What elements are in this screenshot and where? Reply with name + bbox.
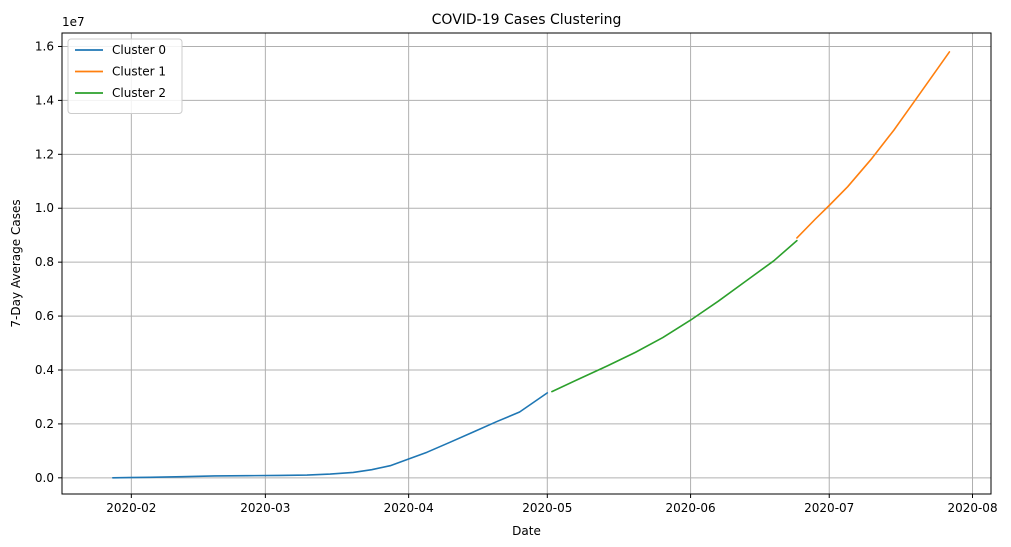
y-tick-label: 0.4	[35, 363, 54, 377]
series-line-cluster-1	[796, 51, 951, 239]
x-axis: 2020-02 2020-03 2020-04 2020-05 2020-06 2020-…	[106, 494, 998, 515]
y-tick-label: 0.8	[35, 255, 54, 269]
y-axis: 0.0 0.2 0.4 0.6 0.8 1.0 1.2 1.4 1.6	[35, 39, 62, 485]
series-line-cluster-0	[112, 392, 549, 479]
y-tick-label: 1.6	[35, 39, 54, 53]
y-tick-label: 0.2	[35, 417, 54, 431]
x-tick-label: 2020-04	[384, 501, 434, 515]
x-tick-label: 2020-07	[804, 501, 854, 515]
y-tick-label: 1.2	[35, 147, 54, 161]
legend-box	[67, 38, 183, 114]
x-tick-label: 2020-08	[947, 501, 997, 515]
x-axis-label: Date	[512, 524, 541, 538]
y-tick-label: 0.0	[35, 471, 54, 485]
grid-lines	[62, 33, 991, 494]
y-axis-label: 7-Day Average Cases	[9, 199, 23, 327]
series-line-cluster-2	[551, 239, 798, 393]
legend: Cluster 0 Cluster 1 Cluster 2	[67, 38, 183, 114]
y-tick-label: 1.0	[35, 201, 54, 215]
legend-label: Cluster 1	[112, 65, 166, 79]
series-lines	[112, 51, 951, 479]
x-tick-label: 2020-03	[240, 501, 290, 515]
legend-label: Cluster 2	[112, 86, 166, 100]
x-tick-label: 2020-06	[666, 501, 716, 515]
y-tick-label: 1.4	[35, 93, 54, 107]
x-tick-label: 2020-02	[106, 501, 156, 515]
chart-title: COVID-19 Cases Clustering	[432, 12, 622, 28]
x-tick-label: 2020-05	[522, 501, 572, 515]
legend-label: Cluster 0	[112, 43, 166, 57]
plot-frame	[61, 32, 992, 495]
y-tick-label: 0.6	[35, 309, 54, 323]
y-axis-offset-label: 1e7	[62, 15, 85, 29]
